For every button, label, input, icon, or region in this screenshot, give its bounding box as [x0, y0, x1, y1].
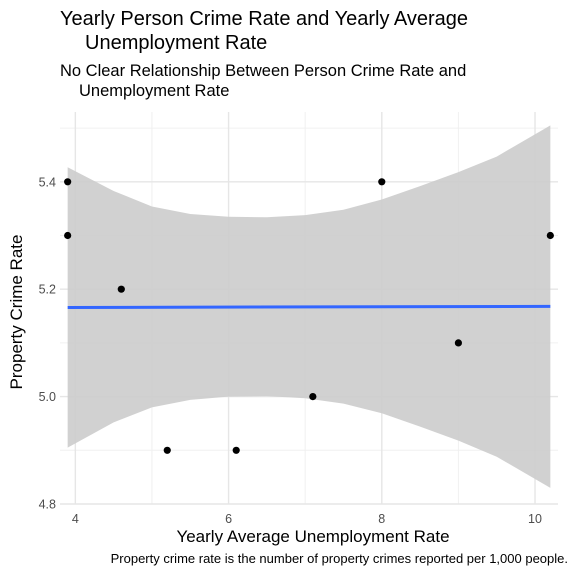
data-point — [454, 339, 462, 347]
data-point — [163, 446, 171, 454]
trend-line — [67, 304, 551, 309]
data-point — [546, 231, 554, 240]
data-point — [117, 285, 125, 293]
y-tick-label: 5.2 — [39, 283, 56, 297]
y-tick-label: 4.8 — [39, 498, 56, 512]
chart-subtitle-line1: No Clear Relationship Between Person Cri… — [60, 62, 467, 80]
data-point — [64, 178, 72, 186]
x-tick-label: 4 — [72, 512, 79, 526]
x-tick-label: 8 — [378, 512, 385, 526]
chart-title-line2: Unemployment Rate — [85, 32, 268, 54]
y-tick-labels: 4.8 5.0 5.2 5.4 — [39, 175, 56, 511]
x-tick-label: 6 — [225, 512, 232, 526]
chart-subtitle: No Clear Relationship Between Person Cri… — [60, 61, 560, 101]
chart-title-line1: Yearly Person Crime Rate and Yearly Aver… — [60, 8, 469, 30]
data-point — [232, 446, 240, 454]
data-point — [309, 393, 317, 401]
chart-subtitle-line2: Unemployment Rate — [79, 82, 230, 100]
x-tick-label: 10 — [528, 512, 542, 526]
x-tick-labels: 4 6 8 10 — [72, 512, 542, 526]
y-tick-label: 5.4 — [39, 175, 56, 189]
x-axis-title: Yearly Average Unemployment Rate — [176, 527, 449, 546]
y-tick-label: 5.0 — [39, 390, 56, 404]
y-axis-title: Property Crime Rate — [7, 235, 26, 390]
data-point — [378, 178, 386, 186]
data-points — [64, 178, 554, 454]
data-point — [64, 231, 72, 240]
chart-title: Yearly Person Crime Rate and Yearly Aver… — [60, 7, 560, 55]
chart-caption: Property crime rate is the number of pro… — [110, 551, 568, 566]
